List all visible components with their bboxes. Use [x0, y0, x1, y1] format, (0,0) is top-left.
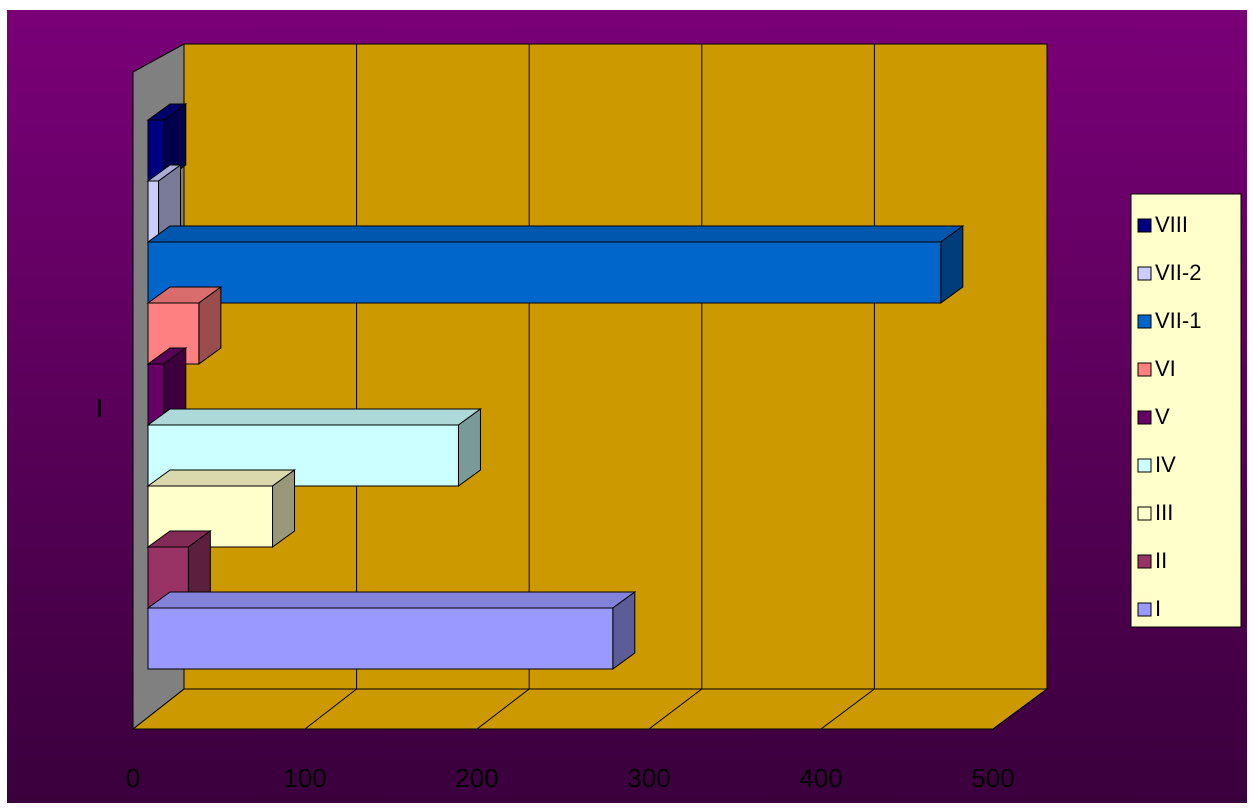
x-tick-label: 500	[971, 763, 1014, 793]
legend-entry-VI: VI	[1137, 356, 1176, 381]
gridline-floor	[648, 688, 703, 730]
legend-swatch	[1137, 362, 1152, 377]
x-tick-label: 400	[799, 763, 842, 793]
bar-VI	[146, 286, 223, 365]
x-tick-label: 300	[627, 763, 670, 793]
bar-front-face	[147, 180, 160, 243]
legend-swatch	[1137, 218, 1152, 233]
gridline-floor	[820, 688, 875, 730]
legend-entry-VII-2: VII-2	[1137, 260, 1201, 285]
legend-label: VII-2	[1155, 260, 1201, 285]
legend-entry-V: V	[1137, 404, 1170, 429]
legend-swatch	[1137, 410, 1152, 425]
legend-label: VI	[1155, 356, 1176, 381]
legend-entry-III: III	[1137, 500, 1173, 525]
x-tick-label: 200	[455, 763, 498, 793]
x-tick-label: 0	[126, 763, 140, 793]
legend-label: I	[1155, 596, 1161, 621]
legend-swatch	[1137, 506, 1152, 521]
gridline-floor	[304, 688, 357, 730]
bar-top-face	[146, 469, 297, 487]
bar-top-face	[146, 225, 965, 243]
bar-top-face	[146, 408, 482, 426]
category-label: I	[96, 393, 103, 423]
legend-entry-IV: IV	[1137, 452, 1176, 477]
bar-top-face	[146, 591, 637, 609]
plot-floor	[131, 688, 1049, 730]
legend-label: II	[1155, 548, 1167, 573]
legend-entry-I: I	[1137, 596, 1161, 621]
legend-entry-II: II	[1137, 548, 1167, 573]
gridline-floor	[992, 688, 1048, 730]
bar-front-face	[147, 607, 614, 670]
legend-label: IV	[1155, 452, 1176, 477]
legend-swatch	[1137, 458, 1152, 473]
legend-swatch	[1137, 602, 1152, 617]
legend-swatch	[1137, 554, 1152, 569]
bar-VII-2	[146, 164, 183, 243]
bar-VII-1	[146, 225, 965, 304]
legend-label: III	[1155, 500, 1173, 525]
plot-back-wall	[183, 43, 1048, 690]
legend-entry-VIII: VIII	[1137, 212, 1188, 237]
bar-I	[146, 591, 637, 670]
legend-swatch	[1137, 314, 1152, 329]
legend-label: VIII	[1155, 212, 1188, 237]
gridline-floor	[476, 688, 530, 730]
bar-front-face	[147, 241, 942, 304]
legend-swatch	[1137, 266, 1152, 281]
legend-label: V	[1155, 404, 1170, 429]
legend-entry-VII-1: VII-1	[1137, 308, 1201, 333]
bar-VIII	[146, 103, 188, 182]
x-tick-label: 100	[283, 763, 326, 793]
legend-label: VII-1	[1155, 308, 1201, 333]
